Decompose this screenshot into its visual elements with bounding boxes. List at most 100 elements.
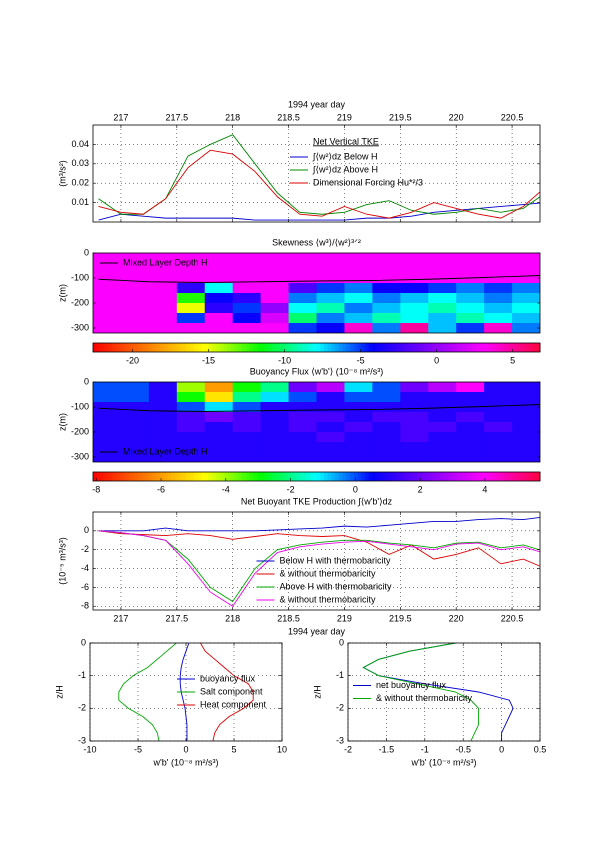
colorbar-segment [376,472,381,481]
legend-label: Dimensional Forcing Hu*²/3 [313,177,423,187]
heatmap-cell [456,293,485,304]
colorbar-segment [115,343,120,352]
colorbar-segment [122,472,128,481]
colorbar-segment [316,343,321,352]
colorbar-segment [294,472,299,481]
colorbar-segment [431,343,437,352]
heatmap-cell [372,263,401,274]
heatmap-cell [484,323,513,333]
colorbar-segment [327,343,332,352]
heatmap-cell [372,392,401,403]
colorbar-tick-label: 4 [482,484,487,494]
heatmap-cell [484,432,513,443]
colorbar-segment [227,472,232,481]
colorbar-segment [275,472,280,481]
heatmap-cell [204,382,234,393]
heatmap-cell [344,273,373,284]
heatmap-cell [120,432,150,443]
heatmap-cell [232,412,262,423]
x-axis-label: w'b' (10⁻⁸ m²/s³) [411,757,477,767]
heatmap-cell [232,313,262,324]
x-axis-label: 1994 year day [288,626,346,636]
colorbar-segment [219,472,224,481]
colorbar-segment [141,343,146,352]
colorbar-segment [532,343,537,352]
heatmap-cell [372,273,401,284]
colorbar-segment [372,343,377,352]
colorbar-frame [92,342,541,353]
colorbar-segment [305,472,310,481]
colorbar-segment [420,472,426,481]
heatmap-cell [288,412,317,423]
colorbar-segment [420,343,426,352]
series-line [98,149,540,219]
colorbar-segment [130,472,135,481]
heatmap-cell [148,442,178,453]
colorbar-segment [301,343,306,352]
colorbar-segment [506,472,511,481]
colorbar-tick-label: -8 [92,484,100,494]
y-tick-label: 0.04 [71,139,89,149]
heatmap-cell [456,392,485,403]
colorbar-segment [335,343,340,352]
heatmap-cell [484,402,513,413]
colorbar-segment [472,343,478,352]
x-tick-label: 218 [225,613,240,623]
x-tick-label: 218 [225,112,240,122]
x-tick-label: 5 [231,744,236,754]
colorbar-segment [186,472,191,481]
heatmap-cell [120,253,150,264]
x-tick-label: 220 [449,112,464,122]
x-tick-label: 218.5 [277,613,300,623]
colorbar-segment [230,343,236,352]
heatmap-cell [512,452,540,462]
heatmap-cell [316,253,345,264]
colorbar-segment [312,343,317,352]
colorbar-segment [476,472,481,481]
heatmap-cell [204,412,234,423]
colorbar-segment [364,343,370,352]
colorbar-segment [458,343,463,352]
colorbar-segment [417,472,422,481]
colorbar-segment [342,343,347,352]
heatmap-cell [372,253,401,264]
heatmap-cell [400,253,429,264]
colorbar-segment [119,343,124,352]
colorbar-segment [282,472,288,481]
heatmap-cell [344,253,373,264]
colorbar-segment [357,343,362,352]
colorbar-segment [346,343,351,352]
heatmap-cell [456,432,485,443]
heatmap-cell [260,263,290,274]
heatmap-cell [176,412,206,423]
x-tick-label: 0 [499,744,504,754]
y-tick-label: -8 [81,601,89,611]
colorbar-segment [171,343,176,352]
colorbar-segment [528,343,534,352]
heatmap-cell [512,392,540,403]
heatmap-cell [232,253,262,264]
colorbar-segment [268,343,273,352]
heatmap-cell [316,412,345,423]
colorbar-segment [513,343,519,352]
heatmap-cell [120,422,150,433]
heatmap-cell [456,263,485,274]
y-tick-label: 0 [339,637,344,647]
heatmap-cell [344,442,373,453]
heatmap-cell [288,283,317,294]
colorbar-segment [513,472,519,481]
colorbar-segment [145,343,150,352]
colorbar-segment [290,472,295,481]
heatmap-cell [456,452,485,462]
heatmap-cell [288,253,317,264]
y-tick-label: -2 [336,703,344,713]
heatmap-cell [232,422,262,433]
plot-area [93,382,540,462]
heatmap-cell [372,313,401,324]
legend-label: Heat component [200,699,267,709]
y-tick-label: -100 [71,401,89,411]
heatmap-cell [176,263,206,274]
x-tick-label: 219.5 [389,112,412,122]
colorbar-segment [379,343,385,352]
legend-label: Above H with thermobaricity [280,581,393,591]
